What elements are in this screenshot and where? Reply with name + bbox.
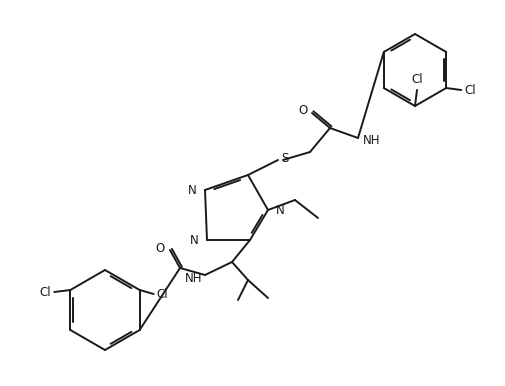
Text: Cl: Cl (40, 286, 51, 298)
Text: O: O (298, 105, 308, 117)
Text: NH: NH (184, 273, 201, 286)
Text: N: N (190, 234, 198, 247)
Text: N: N (275, 203, 284, 217)
Text: N: N (188, 183, 196, 196)
Text: Cl: Cl (463, 83, 475, 96)
Text: O: O (156, 242, 165, 254)
Text: S: S (280, 152, 288, 166)
Text: NH: NH (362, 134, 380, 147)
Text: Cl: Cl (157, 288, 168, 301)
Text: Cl: Cl (411, 73, 422, 86)
